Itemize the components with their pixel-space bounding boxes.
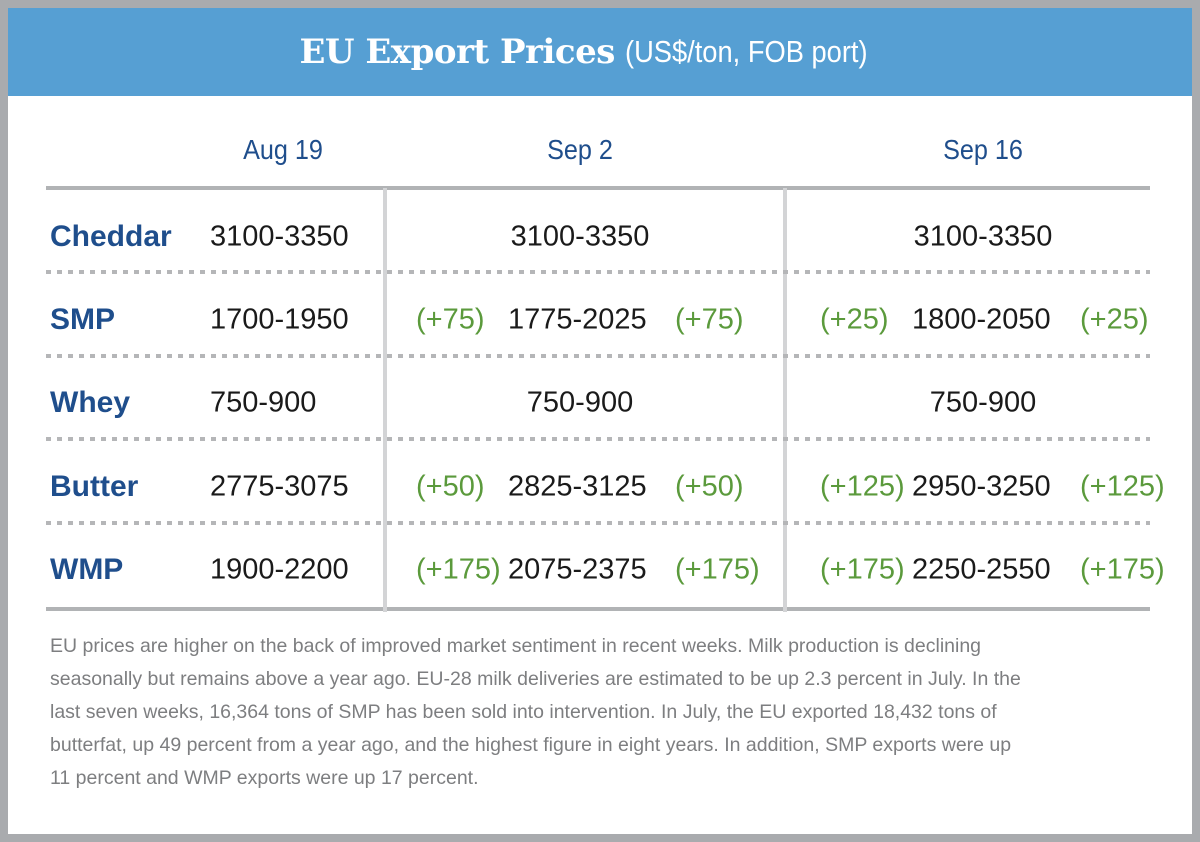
footnote: EU prices are higher on the back of impr… xyxy=(50,630,1170,795)
price-change-low: (+175) xyxy=(416,553,501,586)
row-divider xyxy=(46,437,1150,441)
price-change-high: (+125) xyxy=(1080,470,1165,503)
column-header-sep16: Sep 16 xyxy=(943,134,1023,165)
row-divider xyxy=(46,521,1150,525)
price-change-low: (+125) xyxy=(820,470,905,503)
row-label: WMP xyxy=(50,553,124,586)
footnote-line: last seven weeks, 16,364 tons of SMP has… xyxy=(50,701,997,723)
price-aug19: 750-900 xyxy=(210,386,317,419)
price-sep2: 3100-3350 xyxy=(510,220,650,253)
footnote-line: EU prices are higher on the back of impr… xyxy=(50,635,982,657)
table-subtitle: (US$/ton, FOB port) xyxy=(624,34,868,69)
footnote-line: seasonally but remains above a year ago.… xyxy=(50,668,1021,690)
price-change-high: (+25) xyxy=(1080,303,1149,336)
column-header-sep2: Sep 2 xyxy=(547,134,613,165)
price-sep16: 750-900 xyxy=(929,386,1037,419)
column-divider xyxy=(783,188,787,612)
row-label: SMP xyxy=(50,303,116,336)
price-change-low: (+25) xyxy=(820,303,889,336)
table-title: EU Export Prices xyxy=(299,32,615,72)
price-change-high: (+75) xyxy=(675,303,744,336)
price-sep2: 1775-2025 xyxy=(508,303,647,336)
row-divider xyxy=(46,270,1150,274)
price-sep2: 2075-2375 xyxy=(508,553,647,586)
price-sep16: 2950-3250 xyxy=(912,470,1051,503)
row-label: Cheddar xyxy=(50,220,172,253)
footnote-line: 11 percent and WMP exports were up 17 pe… xyxy=(50,767,479,789)
row-label: Whey xyxy=(50,386,131,419)
footnote-line: butterfat, up 49 percent from a year ago… xyxy=(50,734,1012,756)
price-change-low: (+175) xyxy=(820,553,905,586)
column-header-aug19: Aug 19 xyxy=(243,134,323,165)
price-change-low: (+50) xyxy=(416,470,485,503)
price-change-high: (+50) xyxy=(675,470,744,503)
price-sep16: 1800-2050 xyxy=(912,303,1051,336)
header-divider xyxy=(46,186,1150,190)
price-aug19: 2775-3075 xyxy=(210,470,349,503)
price-change-high: (+175) xyxy=(675,553,760,586)
header-banner: EU Export Prices (US$/ton, FOB port) xyxy=(8,8,1192,96)
price-sep2: 750-900 xyxy=(526,386,634,419)
price-aug19: 1900-2200 xyxy=(210,553,349,586)
column-divider xyxy=(383,188,387,612)
price-aug19: 1700-1950 xyxy=(210,303,349,336)
row-label: Butter xyxy=(50,470,139,503)
price-change-high: (+175) xyxy=(1080,553,1165,586)
price-aug19: 3100-3350 xyxy=(210,220,349,253)
price-sep16: 2250-2550 xyxy=(912,553,1051,586)
price-sep16: 3100-3350 xyxy=(913,220,1053,253)
table-bottom-divider xyxy=(46,607,1150,611)
row-divider xyxy=(46,354,1150,358)
price-table-card: EU Export Prices (US$/ton, FOB port) Aug… xyxy=(8,8,1192,834)
price-change-low: (+75) xyxy=(416,303,485,336)
price-sep2: 2825-3125 xyxy=(508,470,647,503)
